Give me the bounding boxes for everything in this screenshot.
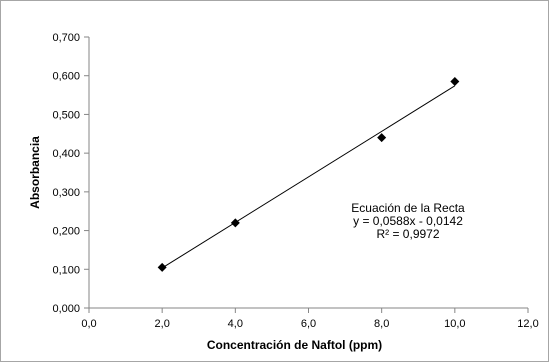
y-tick-label: 0,500 (52, 109, 80, 121)
x-axis-title: Concentración de Naftol (ppm) (207, 338, 382, 352)
y-tick-label: 0,700 (52, 32, 80, 44)
x-tick-label: 8,0 (374, 318, 389, 330)
y-axis-title: Absorbancia (28, 136, 42, 209)
x-tick-label: 10,0 (444, 318, 465, 330)
equation-formula: y = 0,0588x - 0,0142 (353, 214, 463, 228)
equation-annotation: Ecuación de la Recta y = 0,0588x - 0,014… (351, 201, 465, 241)
x-tick-label: 6,0 (301, 318, 316, 330)
equation-r-squared: R² = 0,9972 (376, 227, 439, 241)
x-tick-label: 4,0 (228, 318, 243, 330)
x-tick-label: 12,0 (517, 318, 538, 330)
y-tick-label: 0,100 (52, 264, 80, 276)
y-tick-label: 0,200 (52, 226, 80, 238)
data-point (377, 133, 387, 143)
trendline (161, 85, 456, 269)
y-tick-label: 0,000 (52, 303, 80, 315)
y-tick-label: 0,600 (52, 71, 80, 83)
data-points (157, 77, 460, 272)
x-tick-label: 0,0 (81, 318, 96, 330)
x-tick-label: 2,0 (155, 318, 170, 330)
y-tick-label: 0,300 (52, 187, 80, 199)
data-point (230, 218, 240, 228)
x-axis-ticks: 0,0 2,0 4,0 6,0 8,0 10,0 12,0 (81, 308, 539, 330)
data-point (157, 262, 167, 272)
y-axis-ticks: 0,000 0,100 0,200 0,300 0,400 0,500 0,600 0,700 (52, 32, 89, 315)
y-tick-label: 0,400 (52, 148, 80, 160)
data-point (450, 77, 460, 87)
equation-title: Ecuación de la Recta (351, 201, 465, 215)
